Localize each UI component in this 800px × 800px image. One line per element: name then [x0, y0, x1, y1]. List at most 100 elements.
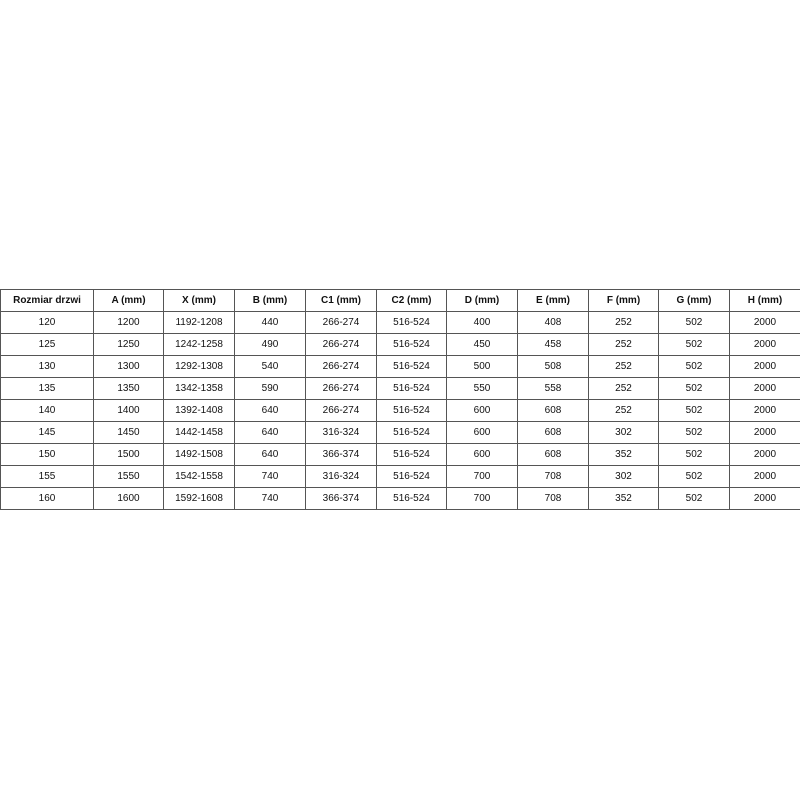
table-cell: 740	[234, 465, 306, 488]
table-cell: 516-524	[376, 465, 447, 488]
table-cell: 252	[588, 377, 659, 400]
column-header: E (mm)	[517, 289, 589, 312]
table-cell: 1200	[93, 311, 164, 334]
table-cell: 160	[0, 487, 94, 510]
table-cell: 516-524	[376, 421, 447, 444]
column-header: A (mm)	[93, 289, 164, 312]
table-cell: 500	[446, 355, 518, 378]
table-cell: 640	[234, 421, 306, 444]
column-header: F (mm)	[588, 289, 659, 312]
table-cell: 1342-1358	[163, 377, 235, 400]
table-row: 140 1400 1392-1408 640 266-274 516-524 600 608 2…	[0, 399, 800, 422]
table-cell: 1242-1258	[163, 333, 235, 356]
table-cell: 2000	[729, 399, 800, 422]
table-cell: 700	[446, 487, 518, 510]
table-cell: 558	[517, 377, 589, 400]
door-size-table: Rozmiar drzwi A (mm) X (mm) B (mm) C1 (mm) C2…	[0, 289, 800, 510]
table-cell: 140	[0, 399, 94, 422]
table-cell: 316-324	[305, 421, 377, 444]
table-cell: 266-274	[305, 355, 377, 378]
table-cell: 302	[588, 465, 659, 488]
table-cell: 502	[658, 377, 730, 400]
table-cell: 316-324	[305, 465, 377, 488]
table-cell: 252	[588, 333, 659, 356]
table-cell: 2000	[729, 443, 800, 466]
table-cell: 640	[234, 399, 306, 422]
table-cell: 125	[0, 333, 94, 356]
table-row: 120 1200 1192-1208 440 266-274 516-524 400 408 2…	[0, 311, 800, 334]
table-cell: 1192-1208	[163, 311, 235, 334]
table-cell: 266-274	[305, 377, 377, 400]
table-cell: 135	[0, 377, 94, 400]
table-cell: 1392-1408	[163, 399, 235, 422]
table-cell: 352	[588, 443, 659, 466]
table-cell: 708	[517, 487, 589, 510]
table-cell: 516-524	[376, 311, 447, 334]
table-cell: 1300	[93, 355, 164, 378]
table-cell: 2000	[729, 355, 800, 378]
table-cell: 145	[0, 421, 94, 444]
table-cell: 516-524	[376, 377, 447, 400]
table-row: 135 1350 1342-1358 590 266-274 516-524 550 558 2…	[0, 377, 800, 400]
table-cell: 458	[517, 333, 589, 356]
table-cell: 502	[658, 355, 730, 378]
table-cell: 502	[658, 399, 730, 422]
table-cell: 1500	[93, 443, 164, 466]
table-cell: 2000	[729, 377, 800, 400]
table-cell: 408	[517, 311, 589, 334]
table-cell: 1442-1458	[163, 421, 235, 444]
table-cell: 708	[517, 465, 589, 488]
table-cell: 1292-1308	[163, 355, 235, 378]
table-cell: 740	[234, 487, 306, 510]
table-cell: 1350	[93, 377, 164, 400]
table-cell: 502	[658, 421, 730, 444]
table-cell: 266-274	[305, 311, 377, 334]
table-cell: 516-524	[376, 333, 447, 356]
table-cell: 2000	[729, 421, 800, 444]
table-cell: 502	[658, 487, 730, 510]
table-cell: 502	[658, 311, 730, 334]
table-cell: 590	[234, 377, 306, 400]
table-cell: 1400	[93, 399, 164, 422]
table-cell: 252	[588, 355, 659, 378]
table-cell: 600	[446, 443, 518, 466]
table-cell: 1542-1558	[163, 465, 235, 488]
table-cell: 516-524	[376, 443, 447, 466]
table-cell: 266-274	[305, 399, 377, 422]
table-cell: 266-274	[305, 333, 377, 356]
table-cell: 1592-1608	[163, 487, 235, 510]
table-cell: 608	[517, 443, 589, 466]
table-row: 145 1450 1442-1458 640 316-324 516-524 600 608 3…	[0, 421, 800, 444]
header-row: Rozmiar drzwi A (mm) X (mm) B (mm) C1 (mm) C2…	[0, 289, 800, 312]
column-header: Rozmiar drzwi	[0, 289, 94, 312]
column-header: B (mm)	[234, 289, 306, 312]
table-cell: 502	[658, 333, 730, 356]
table-cell: 600	[446, 421, 518, 444]
table-cell: 502	[658, 443, 730, 466]
table-cell: 400	[446, 311, 518, 334]
table-row: 150 1500 1492-1508 640 366-374 516-524 600 608 3…	[0, 443, 800, 466]
column-header: C1 (mm)	[305, 289, 377, 312]
column-header: C2 (mm)	[376, 289, 447, 312]
table-cell: 352	[588, 487, 659, 510]
table-cell: 516-524	[376, 399, 447, 422]
column-header: G (mm)	[658, 289, 730, 312]
table-cell: 155	[0, 465, 94, 488]
table-cell: 366-374	[305, 443, 377, 466]
table-cell: 608	[517, 399, 589, 422]
table-cell: 640	[234, 443, 306, 466]
table-row: 130 1300 1292-1308 540 266-274 516-524 500 508 2…	[0, 355, 800, 378]
table-cell: 2000	[729, 465, 800, 488]
table-cell: 150	[0, 443, 94, 466]
table-cell: 502	[658, 465, 730, 488]
table-cell: 516-524	[376, 487, 447, 510]
table-cell: 508	[517, 355, 589, 378]
table-cell: 1600	[93, 487, 164, 510]
table-cell: 540	[234, 355, 306, 378]
table-cell: 550	[446, 377, 518, 400]
column-header: D (mm)	[446, 289, 518, 312]
table-cell: 1492-1508	[163, 443, 235, 466]
table-cell: 252	[588, 399, 659, 422]
table-cell: 1550	[93, 465, 164, 488]
table-cell: 302	[588, 421, 659, 444]
